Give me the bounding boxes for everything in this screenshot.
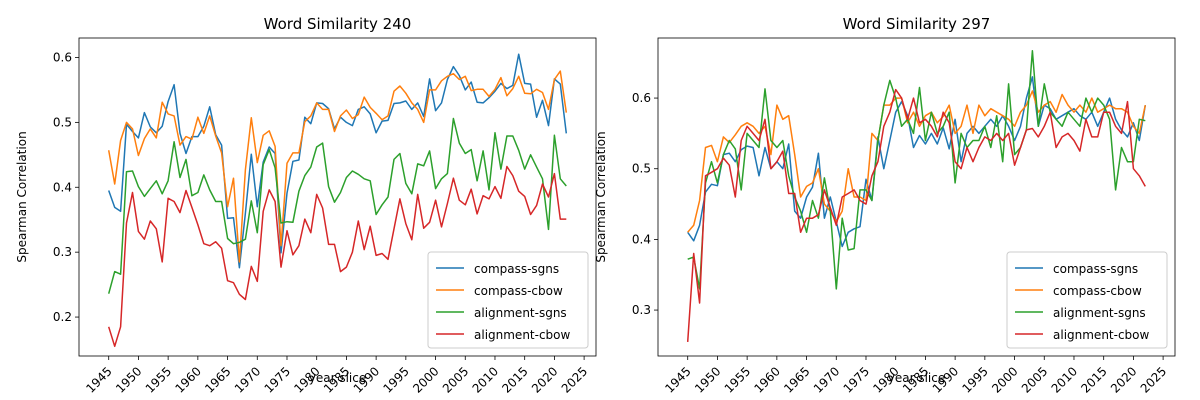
legend: compass-sgns compass-cbow alignment-sgns al… <box>1007 252 1167 348</box>
x-axis-label: year slice <box>888 371 946 385</box>
x-tick-label: 1945 <box>83 364 114 395</box>
x-tick-label: 1955 <box>143 364 174 395</box>
x-tick-label: 2025 <box>1138 364 1169 395</box>
x-tick-label: 2005 <box>1019 364 1050 395</box>
legend-label-alignment-cbow: alignment-cbow <box>1053 328 1150 342</box>
y-tick-label: 0.6 <box>53 50 72 64</box>
x-tick-label: 2020 <box>1108 364 1139 395</box>
series-line-compass-sgns <box>688 77 1146 247</box>
y-tick-label: 0.3 <box>632 303 651 317</box>
x-tick-label: 1950 <box>113 364 144 395</box>
legend-label-alignment-sgns: alignment-sgns <box>474 306 567 320</box>
legend-label-compass-sgns: compass-sgns <box>1053 262 1138 276</box>
x-tick-label: 1975 <box>262 364 293 395</box>
x-tick-label: 2000 <box>989 364 1020 395</box>
y-axis-label: Spearman Correlation <box>15 131 29 262</box>
x-tick-label: 1965 <box>202 364 233 395</box>
y-axis-label: Spearman Correlation <box>594 131 608 262</box>
x-tick-label: 1970 <box>232 364 263 395</box>
x-tick-label: 1995 <box>380 364 411 395</box>
legend: compass-sgns compass-cbow alignment-sgns al… <box>428 252 588 348</box>
y-tick-label: 0.5 <box>632 162 651 176</box>
x-tick-label: 2010 <box>470 364 501 395</box>
chart-title: Word Similarity 297 <box>843 15 991 33</box>
x-tick-label: 1970 <box>811 364 842 395</box>
x-tick-label: 1955 <box>722 364 753 395</box>
y-tick-label: 0.3 <box>53 245 72 259</box>
x-tick-label: 1945 <box>662 364 693 395</box>
x-tick-label: 1965 <box>781 364 812 395</box>
y-tick-label: 0.4 <box>53 180 72 194</box>
x-tick-label: 1975 <box>841 364 872 395</box>
y-tick-label: 0.4 <box>632 232 651 246</box>
x-axis-label: year slice <box>309 371 367 385</box>
legend-label-compass-cbow: compass-cbow <box>1053 284 1142 298</box>
x-tick-label: 1950 <box>692 364 723 395</box>
x-tick-label: 1960 <box>172 364 203 395</box>
y-tick-label: 0.5 <box>53 115 72 129</box>
y-tick-label: 0.2 <box>53 310 72 324</box>
x-tick-label: 2000 <box>410 364 441 395</box>
chart-word-similarity-240: Word Similarity 240194519501955196019651… <box>15 15 596 396</box>
legend-label-compass-cbow: compass-cbow <box>474 284 563 298</box>
series-line-compass-cbow <box>109 71 567 262</box>
x-tick-label: 2015 <box>1078 364 1109 395</box>
x-tick-label: 2015 <box>499 364 530 395</box>
x-tick-label: 1960 <box>751 364 782 395</box>
y-tick-label: 0.6 <box>632 91 651 105</box>
x-tick-label: 2025 <box>559 364 590 395</box>
legend-label-alignment-cbow: alignment-cbow <box>474 328 571 342</box>
legend-label-alignment-sgns: alignment-sgns <box>1053 306 1146 320</box>
x-tick-label: 2010 <box>1049 364 1080 395</box>
chart-title: Word Similarity 240 <box>264 15 412 33</box>
legend-label-compass-sgns: compass-sgns <box>474 262 559 276</box>
x-tick-label: 2005 <box>440 364 471 395</box>
x-tick-label: 1995 <box>959 364 990 395</box>
chart-word-similarity-297: Word Similarity 297194519501955196019651… <box>594 15 1175 396</box>
x-tick-label: 2020 <box>529 364 560 395</box>
